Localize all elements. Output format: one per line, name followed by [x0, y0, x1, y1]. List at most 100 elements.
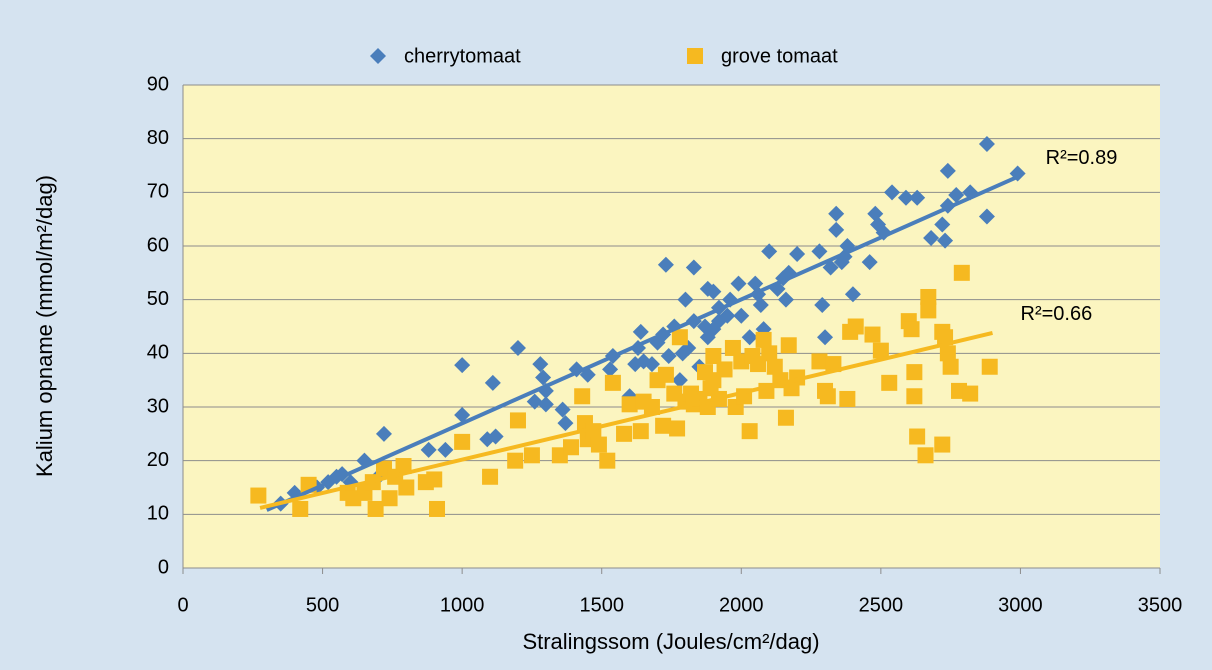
- x-tick-label: 2500: [859, 594, 904, 616]
- point: [532, 356, 549, 373]
- point: [671, 329, 688, 346]
- point: [948, 187, 965, 204]
- point: [716, 361, 733, 378]
- point: [755, 331, 772, 348]
- x-tick-label: 3000: [998, 594, 1043, 616]
- point: [847, 318, 864, 335]
- point: [250, 487, 267, 504]
- x-tick-label: 1000: [440, 594, 485, 616]
- point: [934, 436, 951, 453]
- point: [367, 500, 384, 517]
- point: [454, 357, 471, 374]
- x-tick-label: 500: [306, 594, 339, 616]
- point: [671, 372, 688, 389]
- point: [398, 479, 415, 496]
- point: [861, 254, 878, 271]
- point: [677, 291, 694, 308]
- point: [906, 388, 923, 405]
- point: [909, 428, 926, 445]
- point: [777, 409, 794, 426]
- point: [487, 428, 504, 445]
- point: [484, 374, 501, 391]
- point: [978, 208, 995, 225]
- trend-line: [265, 174, 1019, 512]
- point: [884, 184, 901, 201]
- point: [766, 358, 783, 375]
- point: [454, 433, 471, 450]
- point: [437, 441, 454, 458]
- y-tick-label: 20: [147, 449, 169, 471]
- point: [375, 425, 392, 442]
- point: [602, 361, 619, 378]
- point: [733, 307, 750, 324]
- point: [917, 447, 934, 464]
- point: [864, 326, 881, 343]
- point: [657, 256, 674, 273]
- point: [937, 329, 954, 346]
- y-tick-label: 70: [147, 181, 169, 203]
- point: [621, 396, 638, 413]
- point: [909, 189, 926, 206]
- point: [557, 415, 574, 432]
- point: [872, 342, 889, 359]
- point: [590, 436, 607, 453]
- point: [923, 229, 940, 246]
- point: [942, 358, 959, 375]
- y-tick-label: 90: [147, 73, 169, 95]
- x-axis-title: Stralingssom (Joules/cm²/dag): [522, 629, 819, 654]
- point: [705, 348, 722, 365]
- point: [685, 259, 702, 276]
- point: [789, 246, 806, 263]
- point: [978, 136, 995, 153]
- point: [537, 396, 554, 413]
- point: [420, 441, 437, 458]
- point: [761, 243, 778, 260]
- point: [780, 337, 797, 354]
- y-axis-title: Kalium opname (mmol/m²/dag): [32, 175, 57, 477]
- point: [920, 302, 937, 319]
- point: [523, 447, 540, 464]
- point: [934, 216, 951, 233]
- y-tick-label: 0: [158, 556, 169, 578]
- x-tick-label: 1500: [579, 594, 624, 616]
- point: [777, 291, 794, 308]
- point: [632, 423, 649, 440]
- point: [632, 323, 649, 340]
- point: [574, 388, 591, 405]
- legend-marker: [687, 48, 703, 64]
- point: [482, 468, 499, 485]
- point: [657, 366, 674, 383]
- point: [953, 264, 970, 281]
- r-squared-label: R²=0.66: [1021, 303, 1093, 325]
- trend-line: [259, 330, 993, 510]
- point: [643, 399, 660, 415]
- point: [981, 358, 998, 375]
- point: [292, 500, 309, 517]
- x-tick-label: 0: [177, 594, 188, 616]
- point: [906, 364, 923, 381]
- point: [381, 490, 398, 507]
- y-tick-label: 10: [147, 503, 169, 525]
- point: [563, 439, 580, 456]
- r-squared-label: R²=0.89: [1046, 147, 1118, 169]
- x-tick-label: 2000: [719, 594, 764, 616]
- point: [817, 329, 834, 346]
- y-tick-label: 30: [147, 395, 169, 417]
- point: [429, 500, 446, 517]
- point: [819, 388, 836, 405]
- point: [395, 458, 412, 475]
- point: [426, 471, 443, 488]
- point: [643, 356, 660, 373]
- point: [939, 345, 956, 362]
- point: [724, 339, 741, 356]
- point: [962, 385, 979, 402]
- point: [881, 374, 898, 391]
- y-tick-label: 50: [147, 288, 169, 310]
- point: [730, 275, 747, 292]
- point: [669, 420, 686, 437]
- y-tick-label: 40: [147, 342, 169, 364]
- point: [903, 321, 920, 338]
- point: [811, 243, 828, 260]
